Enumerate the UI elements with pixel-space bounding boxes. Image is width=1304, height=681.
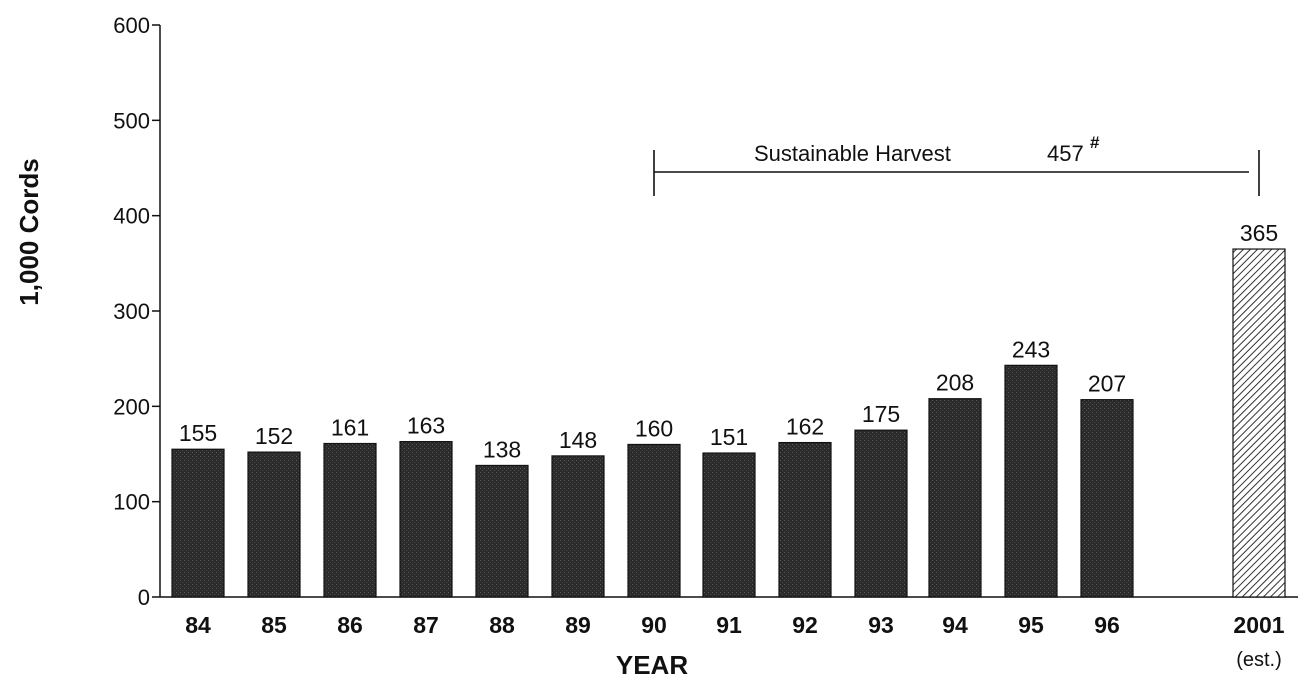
y-axis-ticks: 0 100 200 300 400 500 600 [113,13,160,610]
bar [702,452,756,598]
bar-value-label: 207 [1088,371,1126,397]
bar [323,442,377,598]
y-axis-title: 1,000 Cords [14,158,44,305]
x-axis-labels: 84 85 86 87 88 89 90 91 92 93 94 95 96 2001 (est.) [185,612,1285,671]
x-tick-label: 90 [641,612,667,638]
x-tick-label: 89 [565,612,591,638]
bar [551,455,605,598]
bar-value-label: 152 [255,423,293,449]
x-tick-label: 86 [337,612,363,638]
bar-value-label: 151 [710,424,748,450]
x-tick-label: 94 [942,612,968,638]
bar [928,398,982,598]
bar-estimate [1232,248,1286,598]
bar-value-label: 208 [936,370,974,396]
bar-value-label: 243 [1012,336,1050,362]
x-tick-label: 91 [716,612,742,638]
bar [1004,364,1058,598]
annotation-value: 457 [1047,141,1084,166]
bar [247,451,301,598]
bar [627,443,681,598]
x-tick-label: 87 [413,612,439,638]
y-tick-label: 500 [113,108,150,133]
bar-value-label: 155 [179,420,217,446]
x-tick-label: 85 [261,612,287,638]
y-tick-label: 300 [113,299,150,324]
bar-value-label: 175 [862,401,900,427]
bar-value-label: 365 [1240,220,1278,246]
x-tick-label: 92 [792,612,818,638]
x-tick-label: 93 [868,612,894,638]
x-tick-label: 88 [489,612,515,638]
annotation-superscript: # [1090,133,1100,152]
y-tick-label: 100 [113,490,150,515]
bars [171,248,1286,598]
annotation-text: Sustainable Harvest [754,141,951,166]
bar [778,441,832,598]
bar-value-label: 148 [559,427,597,453]
y-tick-label: 0 [138,585,150,610]
bar-value-label: 163 [407,413,445,439]
x-tick-label: 96 [1094,612,1120,638]
x-axis-title: YEAR [616,650,688,680]
x-tick-sublabel: (est.) [1236,649,1282,671]
sustainable-harvest-annotation: Sustainable Harvest 457 # [653,133,1260,196]
y-tick-label: 400 [113,204,150,229]
x-tick-label: 84 [185,612,211,638]
bar [475,464,529,598]
bar [854,429,908,598]
x-tick-label: 95 [1018,612,1044,638]
value-labels: 155 152 161 163 138 148 160 151 162 175 208 243 207 3… [179,220,1278,462]
x-tick-label: 2001 [1233,612,1284,638]
bar-value-label: 162 [786,414,824,440]
bar [1080,399,1134,598]
y-tick-label: 200 [113,394,150,419]
bar-value-label: 160 [635,415,673,441]
bar [171,448,225,598]
bar [399,441,453,598]
bar-value-label: 161 [331,415,369,441]
bar-value-label: 138 [483,436,521,462]
y-tick-label: 600 [113,13,150,38]
